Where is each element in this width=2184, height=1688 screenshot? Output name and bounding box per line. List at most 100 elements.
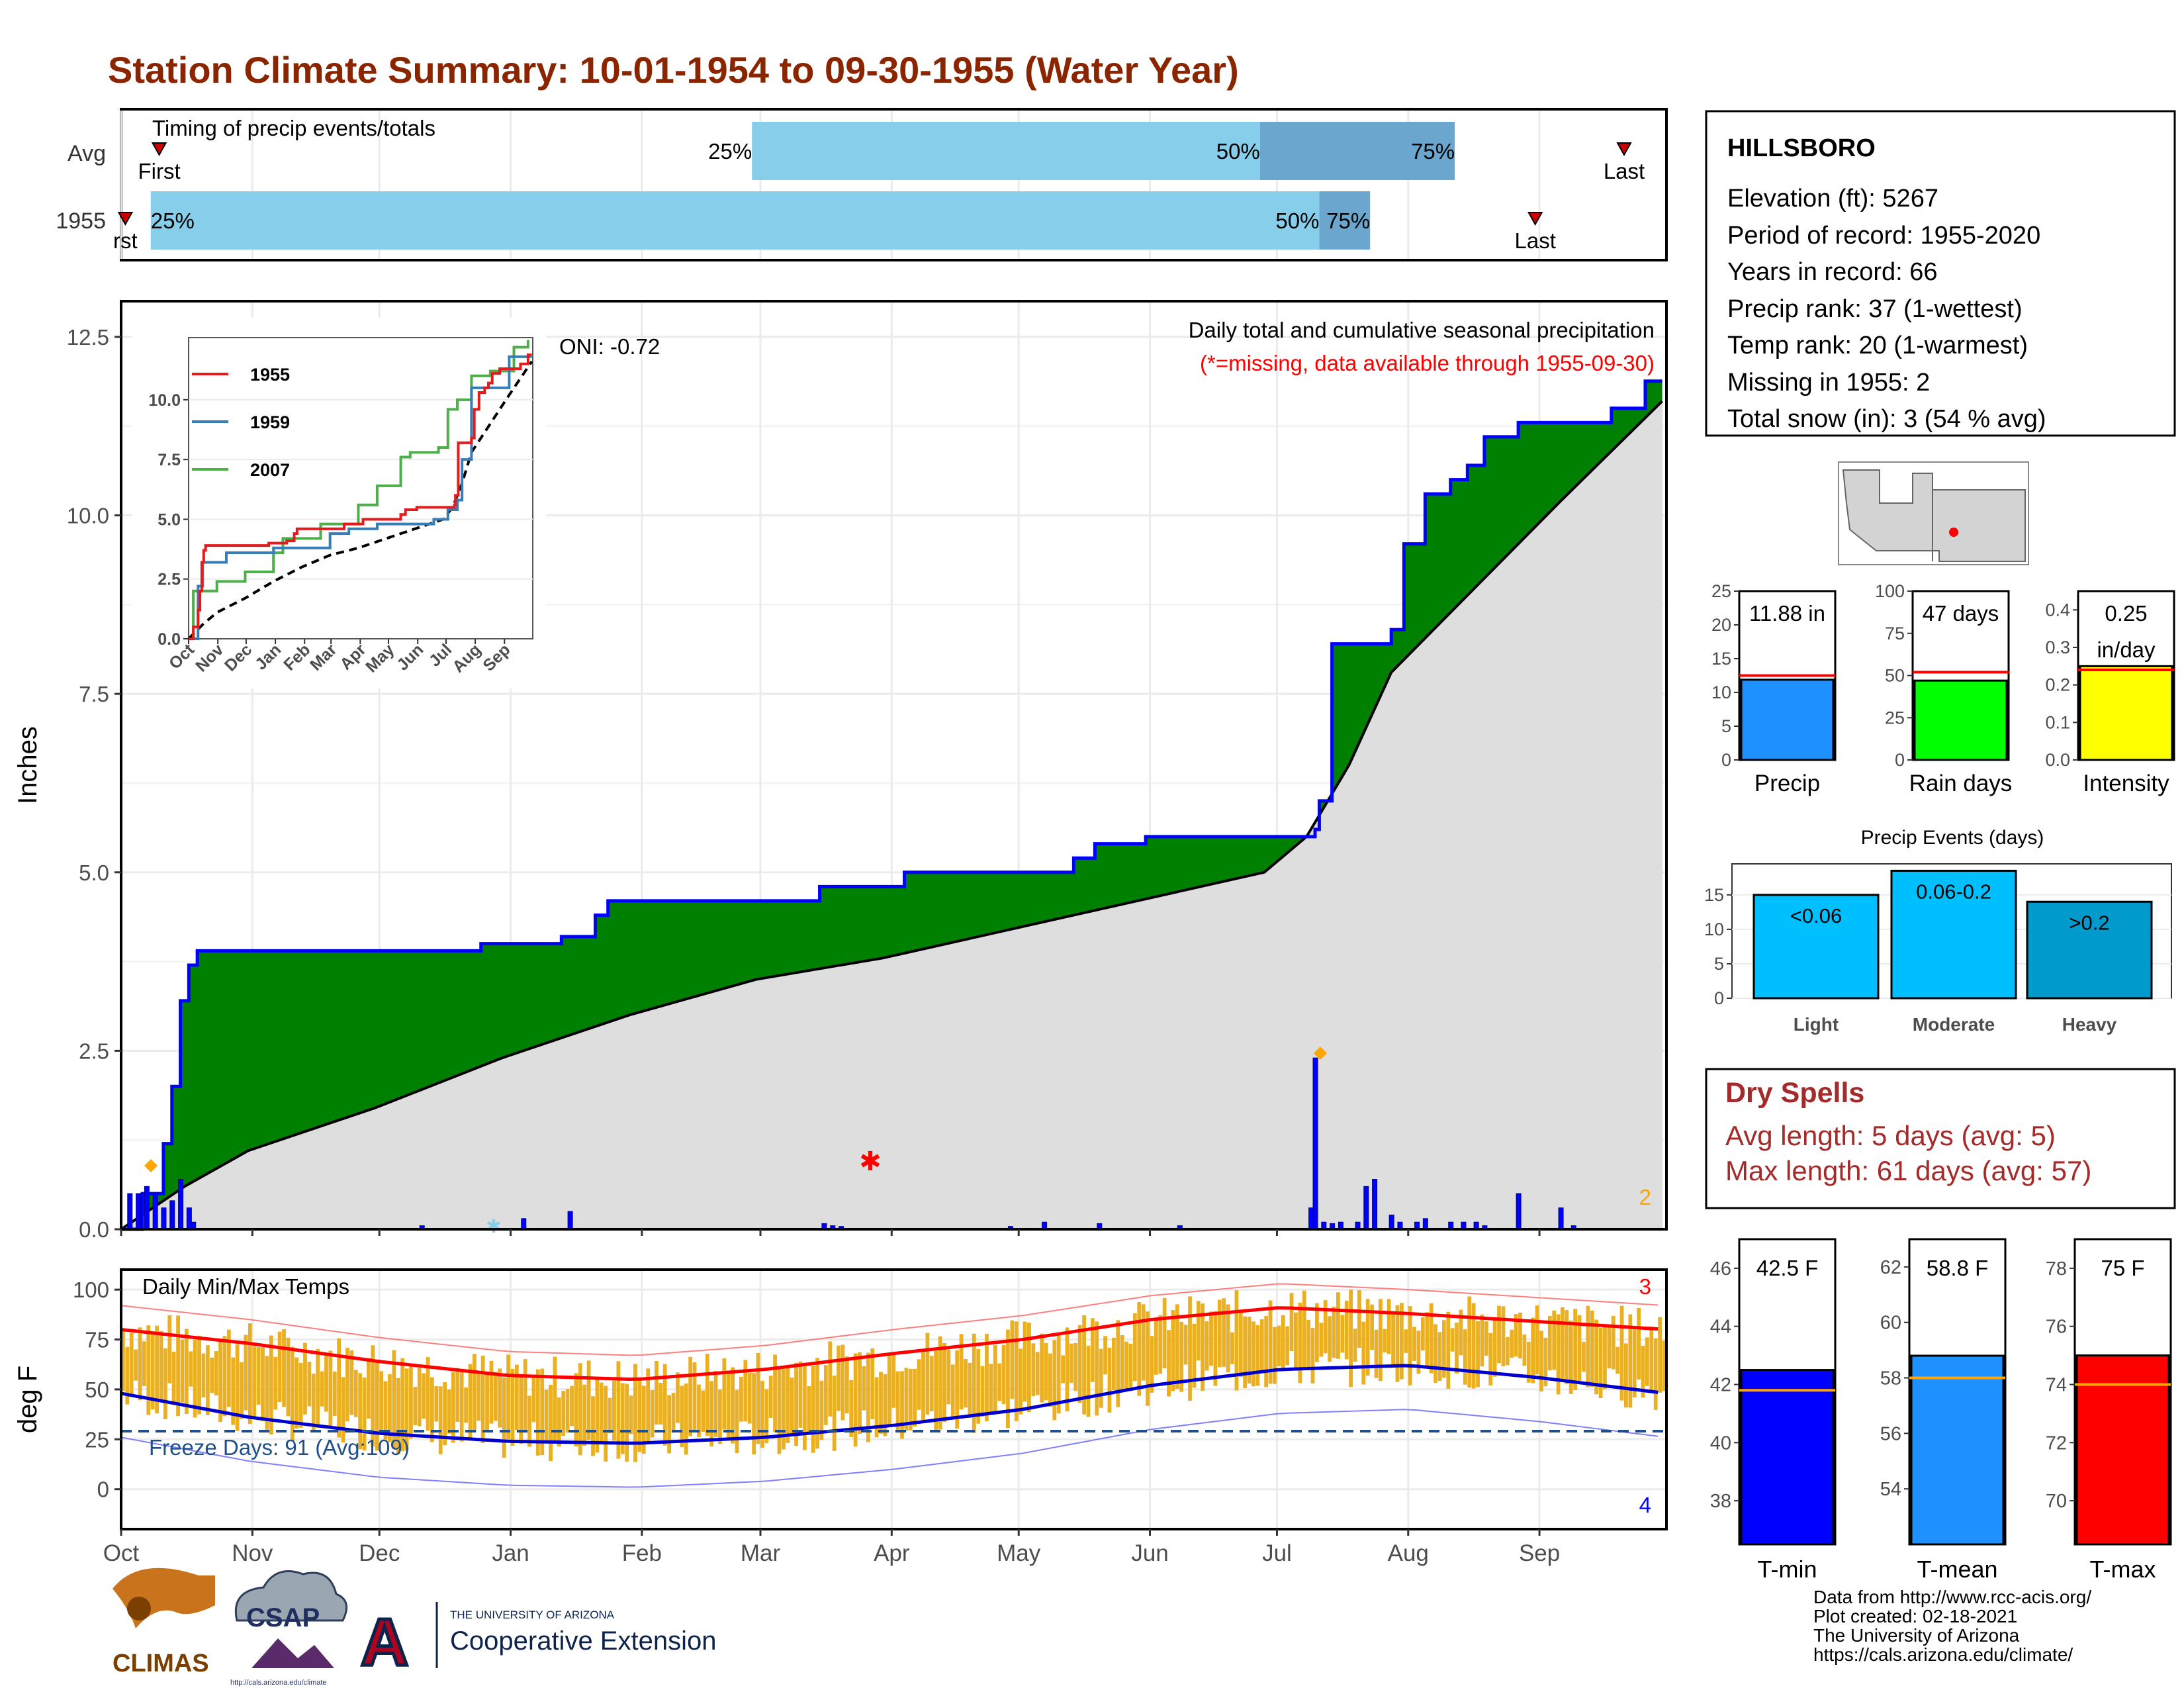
daily-temp-bar [879,1372,883,1434]
daily-temp-bar [777,1366,782,1454]
daily-temp-bar [684,1383,688,1455]
station-location-marker [1949,528,1958,537]
daily-temp-bar [1522,1334,1527,1366]
daily-temp-bar [1459,1309,1463,1356]
daily-temp-bar [1357,1290,1361,1348]
daily-temp-bar [176,1315,180,1417]
daily-precip-bar [1558,1207,1564,1230]
daily-temp-bar [1632,1329,1637,1398]
daily-temp-bar [989,1364,993,1414]
climas-logo: CLIMAS [113,1568,215,1677]
daily-temp-bar [1446,1311,1451,1389]
daily-temp-bar [1353,1329,1357,1362]
daily-temp-bar [240,1362,244,1419]
daily-temp-bar [1306,1319,1311,1370]
daily-temp-bar [155,1325,159,1414]
daily-temp-bar [392,1350,396,1449]
daily-temp-bar [464,1387,468,1423]
temp-ylabel: deg F [13,1366,42,1433]
temp-summary-tick-label: 38 [1710,1491,1731,1512]
x-tick-label: Jan [492,1540,529,1566]
daily-temp-bar [768,1376,773,1418]
daily-temp-bar [1480,1314,1484,1367]
daily-temp-bar [1264,1316,1269,1387]
daily-temp-bar [1383,1329,1387,1353]
daily-temp-bar [332,1371,337,1416]
timing-row-label-avg: Avg [68,141,106,166]
daily-temp-bar [1429,1303,1433,1374]
mini-bar [1913,679,2008,761]
dry-spells-title: Dry Spells [1725,1077,1864,1109]
y-tick-label: 0.0 [79,1217,109,1242]
station-line: Temp rank: 20 (1-warmest) [1727,332,2028,359]
daily-temp-bar [1628,1314,1633,1408]
daily-temp-bar [1471,1303,1476,1389]
inset-line-1959 [189,355,532,640]
daily-temp-bar [1073,1342,1078,1391]
daily-temp-bar [1603,1326,1607,1389]
daily-temp-bar [807,1386,811,1434]
daily-temp-bar [1048,1353,1052,1407]
daily-temp-bar [417,1368,422,1427]
x-tick-label: Dec [359,1540,400,1566]
daily-temp-bar [633,1364,637,1462]
daily-temp-bar [1505,1337,1510,1366]
mini-bar-value: 47 days [1923,601,1999,626]
timing-p50-label: 50% [1216,139,1260,164]
daily-temp-bar [413,1386,418,1426]
daily-temp-bar [1543,1337,1548,1387]
ua-logo: A THE UNIVERSITY OF ARIZONA Cooperative … [359,1602,716,1681]
daily-temp-bar [713,1371,718,1437]
daily-temp-bar [993,1345,997,1411]
events-tick-label: 5 [1714,954,1724,974]
timing-label: Timing of precip events/totals [152,116,435,140]
daily-temp-bar [1561,1307,1565,1380]
inset-y-tick-label: 10.0 [148,391,181,410]
mini-bar-tick-label: 25 [1711,581,1731,601]
daily-temp-bar [629,1395,633,1434]
daily-temp-bar [1437,1332,1442,1382]
daily-temp-bar [557,1397,561,1447]
csap-mountain-icon [251,1638,334,1668]
mini-bar-tick-label: 50 [1885,666,1905,686]
x-tick-label: Oct [103,1540,140,1566]
daily-temp-bar [1497,1305,1501,1364]
mini-bar-tick-label: 0 [1895,750,1905,770]
daily-temp-bar [1552,1310,1557,1370]
mini-bar-tick-label: 25 [1885,708,1905,727]
daily-temp-bar [1340,1315,1345,1353]
mini-bar-tick-label: 100 [1875,581,1905,601]
mini-bar-tick-label: 10 [1711,682,1731,702]
y-tick-label: 7.5 [79,682,109,706]
daily-temp-bar [735,1389,739,1454]
daily-temp-bar [591,1396,595,1456]
page-title: Station Climate Summary: 10-01-1954 to 0… [108,49,1239,91]
daily-temp-bar [1281,1315,1285,1370]
daily-temp-bar [349,1350,354,1415]
daily-temp-bar [1391,1313,1395,1365]
daily-temp-bar [226,1329,231,1407]
daily-temp-bar [1662,1340,1666,1391]
daily-temp-bar [549,1385,553,1462]
daily-temp-bar [688,1356,693,1436]
timing-p25-label: 25% [151,209,195,233]
temp-summary-tick-label: 42 [1710,1375,1731,1396]
daily-temp-bar [201,1353,206,1398]
temp-count-bottom: 4 [1639,1493,1651,1517]
daily-temp-bar [1289,1293,1294,1351]
daily-temp-bar [451,1372,455,1443]
daily-temp-bar [718,1389,722,1444]
daily-temp-bar [367,1358,371,1419]
freeze-days: Freeze Days: 91 (Avg:109) [149,1435,410,1460]
daily-temp-bar [934,1350,938,1430]
daily-temp-bar [295,1357,299,1429]
daily-temp-bar [608,1397,612,1434]
timing-bar-early [150,191,1320,250]
diamond-marker-oct [144,1159,158,1172]
temp-summary-tick-label: 60 [1880,1313,1901,1334]
daily-temp-bar [997,1363,1002,1401]
temp-summary-tick-label: 72 [2046,1432,2067,1454]
daily-temp-bar [1222,1298,1226,1367]
daily-temp-bar [574,1373,578,1447]
daily-precip-bar [127,1193,133,1230]
